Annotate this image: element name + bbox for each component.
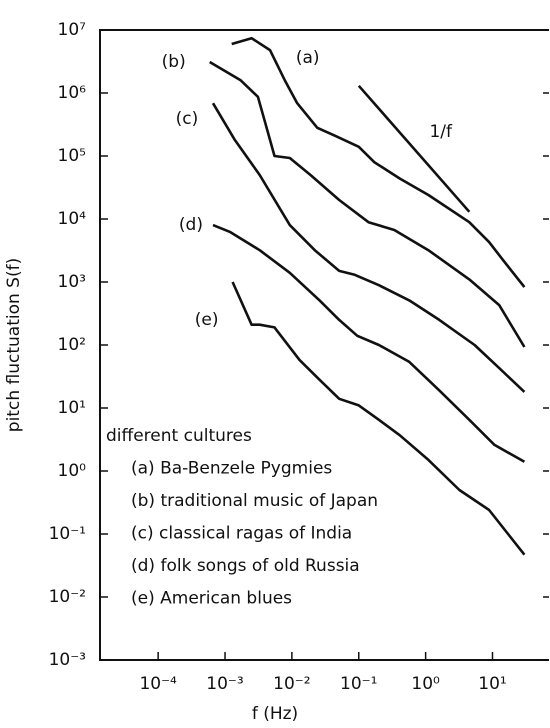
- series-label: (d): [179, 215, 203, 235]
- y-tick-label: 10³: [58, 272, 86, 292]
- legend-item: (d) folk songs of old Russia: [131, 556, 360, 576]
- y-tick-label: 10⁻¹: [49, 524, 86, 544]
- y-tick-label: 10²: [58, 335, 86, 355]
- x-tick-label: 10⁻⁴: [139, 674, 177, 694]
- y-tick-label: 10⁴: [58, 209, 87, 229]
- series-label: 1/f: [429, 122, 453, 142]
- legend-item: (e) American blues: [131, 589, 292, 609]
- line-series: [231, 36, 526, 288]
- legend-item: (c) classical ragas of India: [131, 524, 352, 544]
- series-label: (b): [162, 52, 186, 72]
- y-tick-label: 10¹: [58, 398, 86, 418]
- x-axis-label: f (Hz): [252, 704, 298, 724]
- y-tick-label: 10⁻³: [49, 650, 86, 670]
- legend-title: different cultures: [106, 426, 252, 446]
- line-series: [231, 281, 526, 556]
- x-tick-label: 10⁻¹: [340, 674, 377, 694]
- y-tick-label: 10⁷: [58, 20, 87, 40]
- line-series: [212, 223, 526, 463]
- series-label: (a): [296, 48, 320, 68]
- y-axis-label: pitch fluctuation S(f): [4, 258, 24, 432]
- y-tick-label: 10⁰: [58, 461, 87, 481]
- y-tick-label: 10⁶: [58, 83, 87, 103]
- x-tick-label: 10⁻²: [273, 674, 310, 694]
- line-series: [209, 60, 526, 348]
- x-tick-label: 10⁻³: [206, 674, 243, 694]
- x-tick-label: 10⁰: [411, 674, 440, 694]
- series-label: (e): [195, 310, 219, 330]
- line-series: [357, 84, 471, 213]
- line-series: [211, 102, 526, 393]
- y-tick-label: 10⁻²: [49, 587, 86, 607]
- legend-item: (a) Ba-Benzele Pygmies: [131, 459, 332, 479]
- y-tick-label: 10⁵: [58, 146, 86, 166]
- series-label: (c): [176, 109, 199, 129]
- x-tick-label: 10¹: [478, 674, 506, 694]
- legend-item: (b) traditional music of Japan: [131, 491, 378, 511]
